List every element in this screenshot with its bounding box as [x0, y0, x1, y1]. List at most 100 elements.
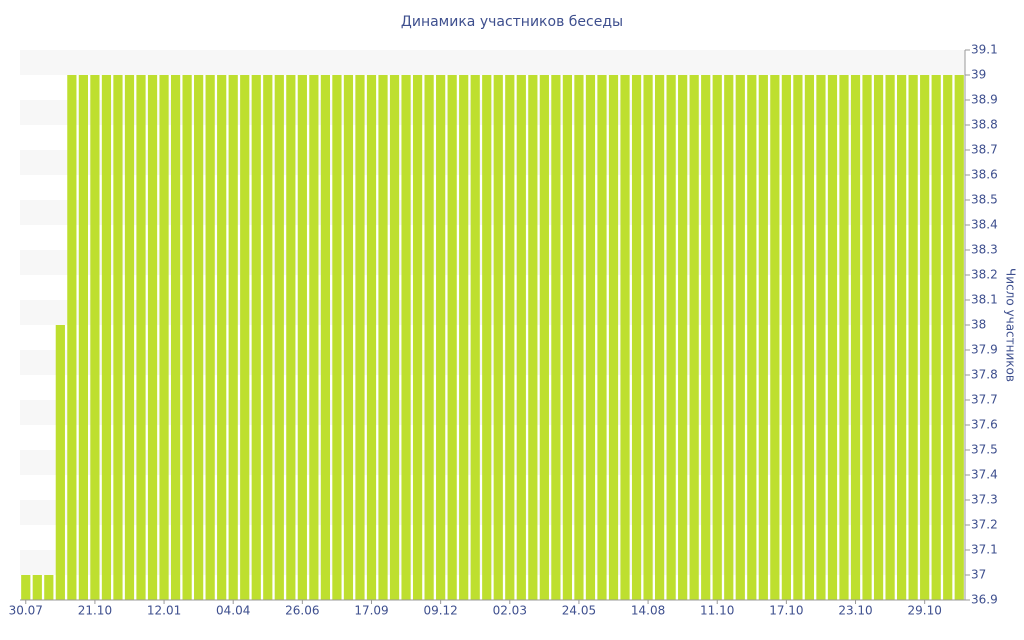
bar [436, 75, 446, 600]
y-tick-label: 38.9 [971, 93, 998, 107]
bar [678, 75, 688, 600]
bar [147, 75, 158, 600]
bar [217, 75, 227, 600]
bar [136, 75, 146, 600]
bar [643, 75, 653, 600]
bar [735, 75, 745, 600]
bar [747, 75, 757, 600]
bar [482, 75, 492, 600]
bar [44, 575, 54, 600]
y-tick-label: 38.4 [971, 218, 998, 232]
bar [297, 75, 307, 600]
bar [781, 75, 791, 600]
bar [597, 75, 607, 600]
bar [654, 75, 665, 600]
bar [816, 75, 826, 600]
bar [666, 75, 676, 600]
bar [689, 75, 699, 600]
bar [332, 75, 342, 600]
bar [897, 75, 907, 600]
bar [631, 75, 642, 600]
x-tick-label: 12.01 [147, 604, 181, 618]
bar [608, 75, 619, 600]
bar [124, 75, 135, 600]
bar [447, 75, 457, 600]
bar [712, 75, 722, 600]
y-tick-label: 37.6 [971, 418, 998, 432]
x-tick-label: 11.10 [700, 604, 734, 618]
y-tick-label: 38.5 [971, 193, 998, 207]
bar [343, 75, 354, 600]
bar [459, 75, 469, 600]
bar [286, 75, 296, 600]
bar [205, 75, 215, 600]
y-tick-label: 36.9 [971, 593, 998, 607]
bar [528, 75, 538, 600]
bar [21, 575, 31, 600]
x-tick-label: 14.08 [631, 604, 665, 618]
bar [159, 75, 169, 600]
bar [355, 75, 365, 600]
bar [620, 75, 630, 600]
bar [539, 75, 549, 600]
y-tick-label: 37.9 [971, 343, 998, 357]
y-tick-label: 38.2 [971, 268, 998, 282]
bar [954, 75, 964, 600]
bar [55, 325, 65, 600]
bar [585, 75, 596, 600]
bar [862, 75, 872, 600]
bar [113, 75, 123, 600]
bar [424, 75, 434, 600]
bar [908, 75, 918, 600]
bar [263, 75, 273, 600]
bar [274, 75, 284, 600]
y-tick-label: 37.5 [971, 443, 998, 457]
x-tick-label: 21.10 [78, 604, 112, 618]
bar [182, 75, 192, 600]
bar [470, 75, 480, 600]
x-tick-label: 23.10 [838, 604, 872, 618]
y-tick-label: 37.8 [971, 368, 998, 382]
y-tick-label: 39 [971, 68, 986, 82]
bar [366, 75, 377, 600]
x-tick-label: 02.03 [493, 604, 527, 618]
bar [873, 75, 884, 600]
bar [770, 75, 780, 600]
bar [827, 75, 838, 600]
bar [251, 75, 261, 600]
bar [804, 75, 815, 600]
y-tick-label: 37.2 [971, 518, 998, 532]
chart-title: Динамика участников беседы [401, 14, 623, 30]
bar [389, 75, 400, 600]
bar [170, 75, 181, 600]
y-tick-label: 37.1 [971, 543, 998, 557]
bar [920, 75, 930, 600]
y-tick-label: 38.1 [971, 293, 998, 307]
y-tick-label: 37.7 [971, 393, 998, 407]
bar [516, 75, 526, 600]
bar [758, 75, 768, 600]
y-axis-label: Число участников [1004, 268, 1018, 382]
bar [78, 75, 88, 600]
x-tick-label: 17.10 [769, 604, 803, 618]
bar [194, 75, 204, 600]
y-tick-label: 38.8 [971, 118, 998, 132]
y-tick-label: 37.3 [971, 493, 998, 507]
bar [724, 75, 734, 600]
bar [551, 75, 561, 600]
y-tick-label: 38.7 [971, 143, 998, 157]
y-tick-label: 39.1 [971, 43, 998, 57]
bar [931, 75, 941, 600]
bar [309, 75, 319, 600]
y-tick-label: 38 [971, 318, 986, 332]
bar [943, 75, 953, 600]
bar [574, 75, 584, 600]
x-tick-label: 24.05 [562, 604, 596, 618]
y-tick-label: 38.6 [971, 168, 998, 182]
bar [850, 75, 861, 600]
y-tick-label: 38.3 [971, 243, 998, 257]
bar [67, 75, 77, 600]
bar [505, 75, 515, 600]
bar [90, 75, 100, 600]
